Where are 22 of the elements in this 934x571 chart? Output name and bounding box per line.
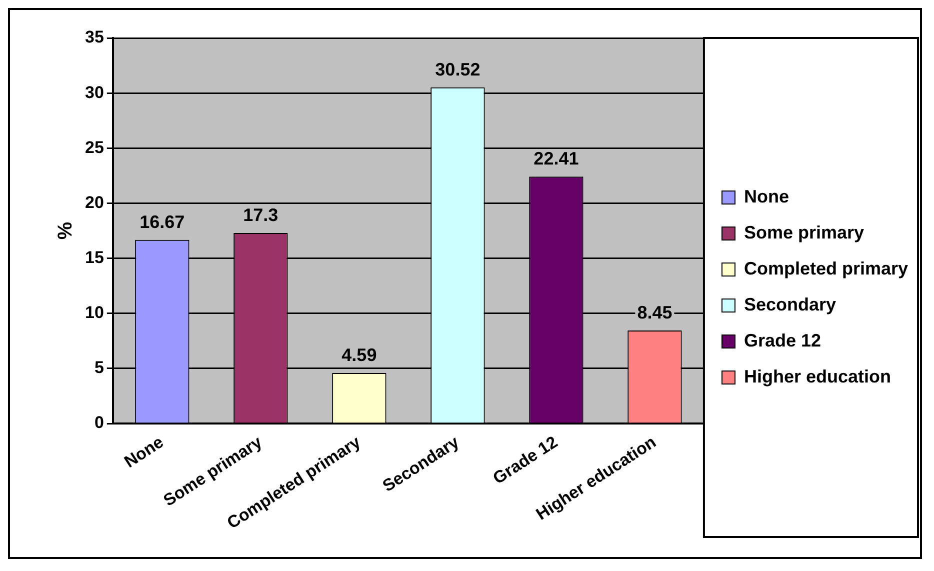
legend-label: None (744, 186, 789, 206)
y-axis-title: % (54, 222, 77, 240)
legend-label: Completed primary (744, 258, 908, 278)
legend-label: Secondary (744, 294, 836, 314)
data-label: 16.67 (140, 212, 185, 232)
y-tick-label: 0 (94, 413, 104, 432)
y-tick-label: 5 (94, 358, 104, 378)
legend-label: Some primary (744, 222, 864, 242)
y-tick-label: 20 (84, 192, 104, 212)
y-tick-label: 30 (84, 82, 104, 102)
data-label: 4.59 (342, 344, 377, 365)
legend-label: Grade 12 (744, 330, 822, 350)
y-tick-label: 10 (84, 303, 104, 322)
y-tick-label: 25 (84, 138, 104, 157)
data-label: 22.41 (534, 148, 579, 169)
y-tick-label: 35 (84, 28, 104, 47)
x-tick-label: None (120, 432, 167, 472)
data-label: 8.45 (637, 302, 672, 322)
data-label: 17.3 (243, 204, 278, 225)
legend-label: Higher education (744, 366, 891, 386)
y-tick-label: 15 (84, 248, 104, 267)
data-label: 30.52 (435, 59, 480, 80)
